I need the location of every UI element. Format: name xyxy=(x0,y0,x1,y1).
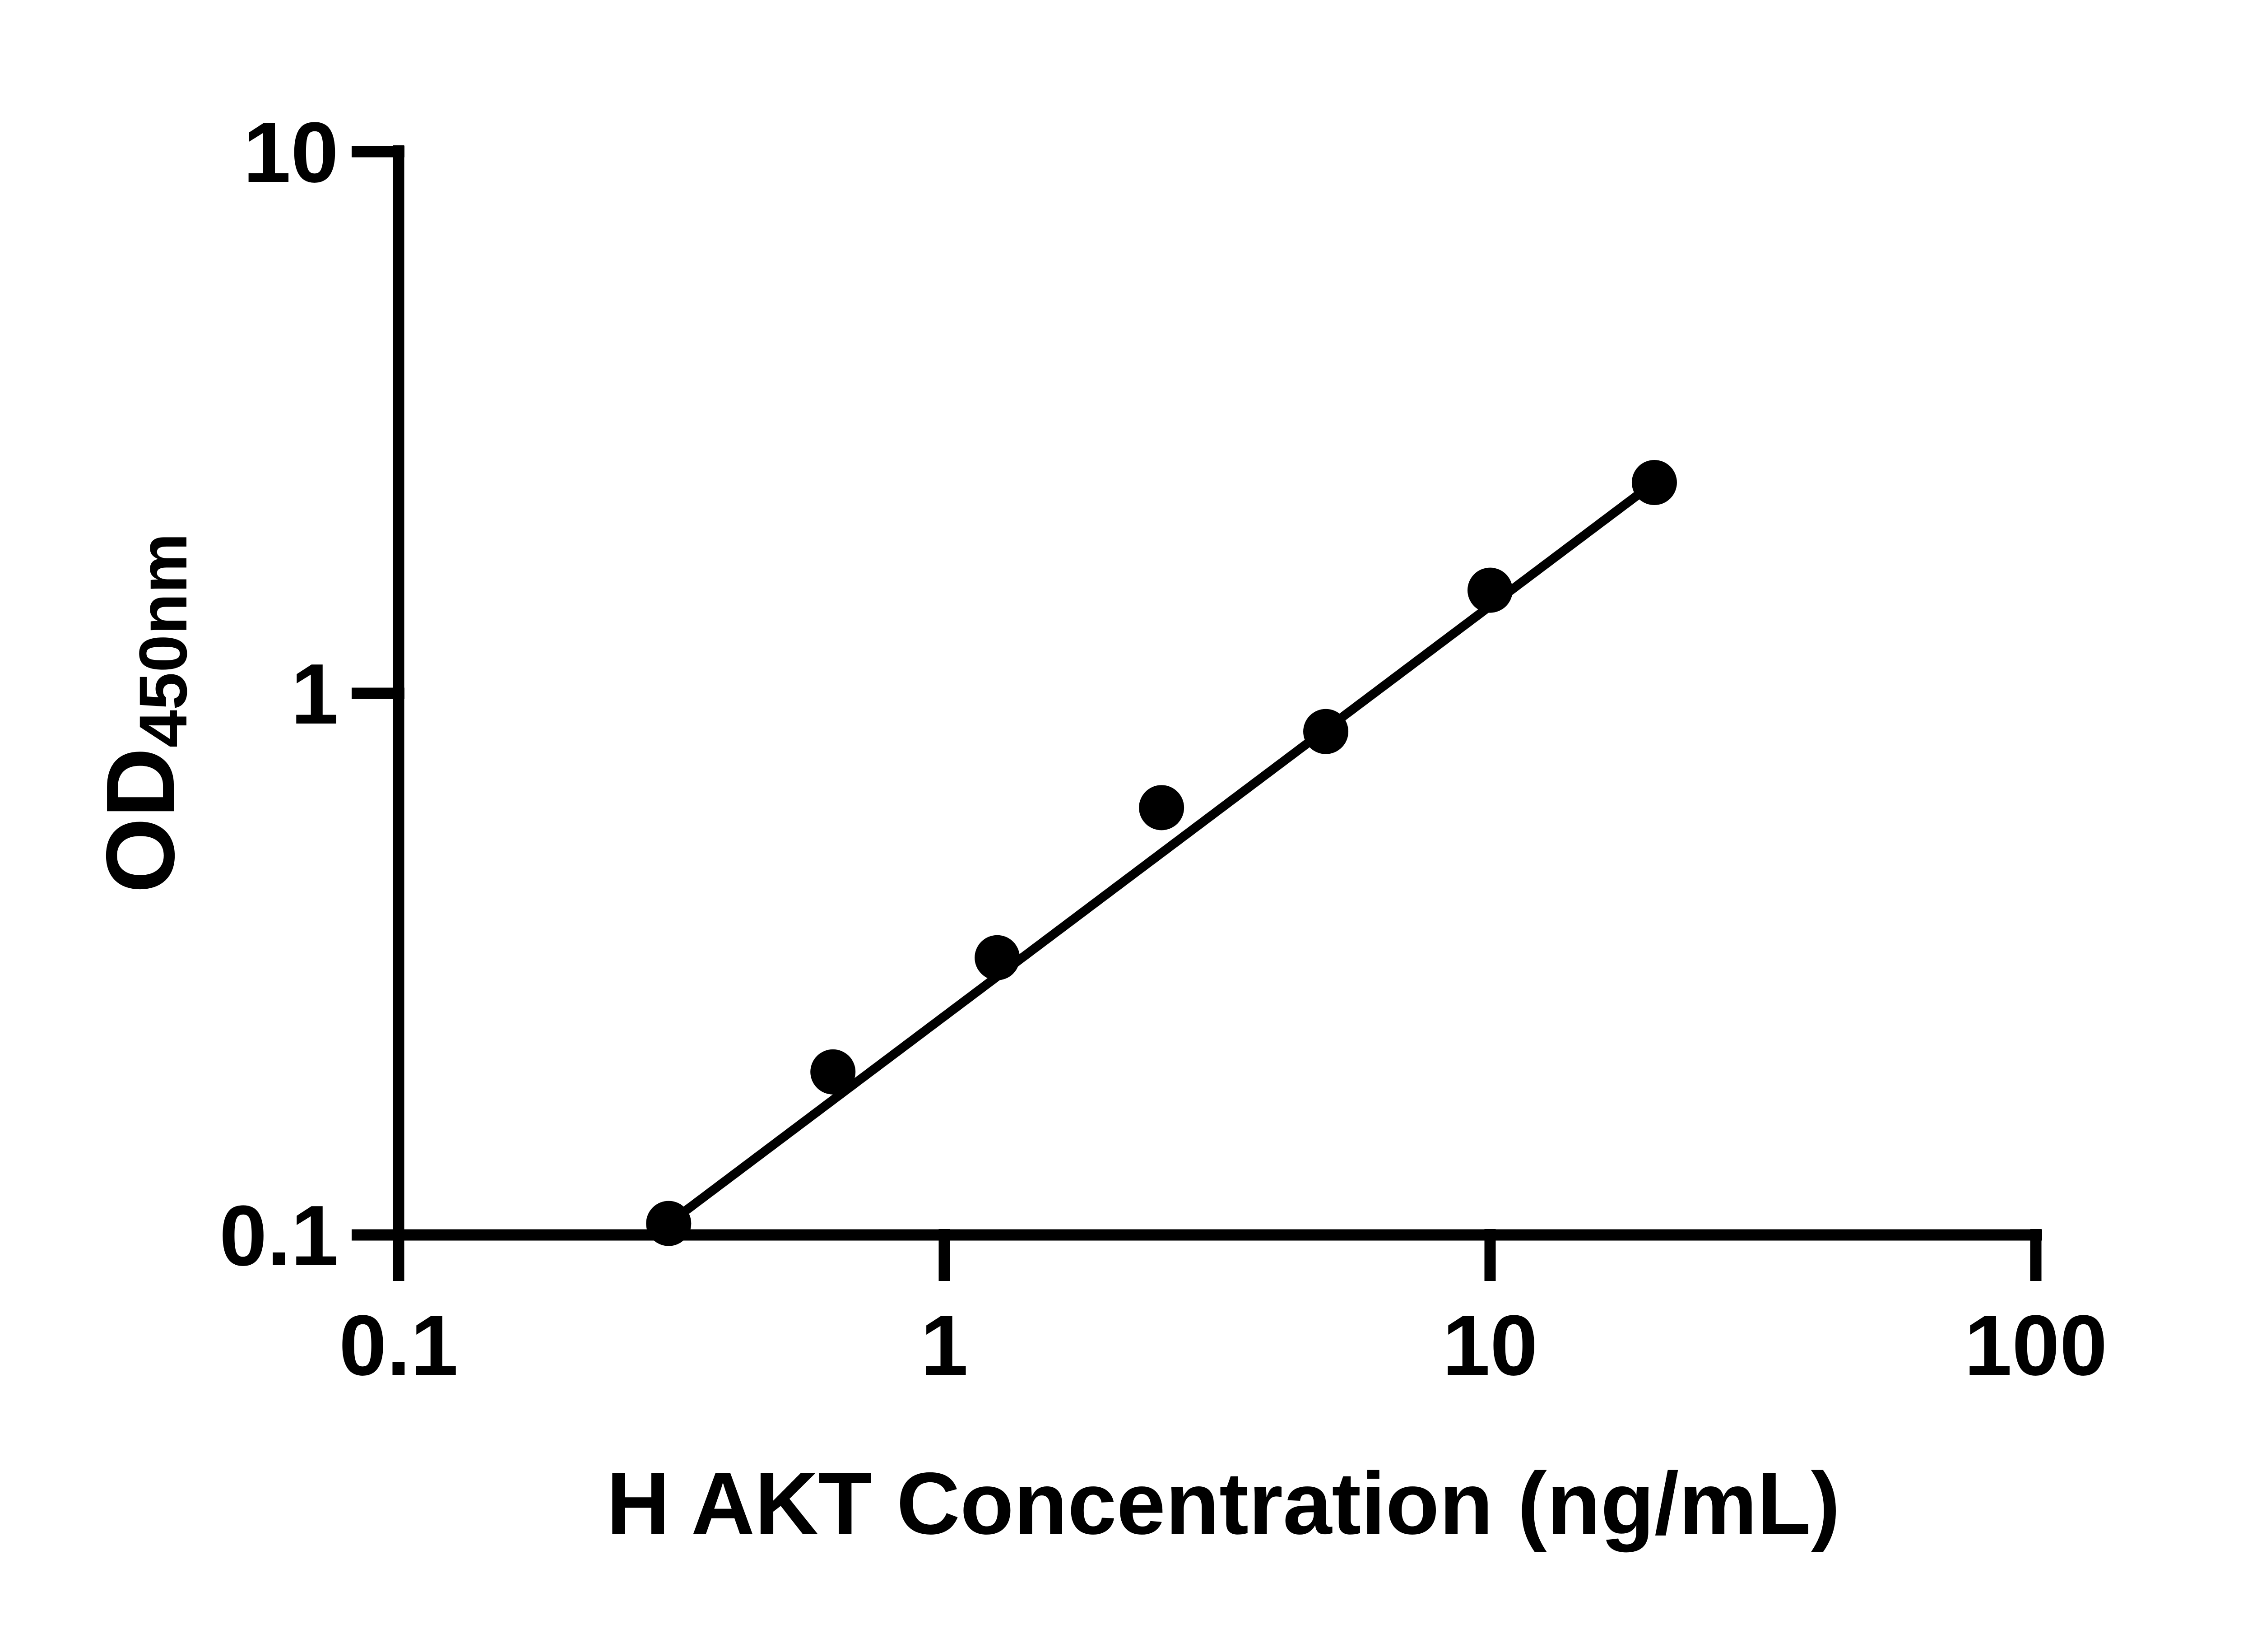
x-axis-ticks xyxy=(393,1229,2042,1281)
y-axis-title: OD450nm xyxy=(86,533,201,893)
x-tick-label-0.1: 0.1 xyxy=(339,1298,458,1393)
x-axis-tick-labels: 0.1 1 10 100 xyxy=(339,1298,2108,1393)
data-point xyxy=(1468,567,1513,613)
y-axis-title-main: OD xyxy=(86,747,195,893)
x-tick-label-10: 10 xyxy=(1442,1298,1537,1393)
x-tick-label-1: 1 xyxy=(920,1298,968,1393)
data-point xyxy=(1139,785,1184,831)
y-tick-label-10: 10 xyxy=(243,105,339,200)
x-axis-title: H AKT Concentration (ng/mL) xyxy=(606,1454,1840,1553)
data-points xyxy=(646,460,1677,1246)
data-point xyxy=(810,1049,856,1095)
data-point xyxy=(1303,709,1349,754)
y-axis-title-subscript: 450nm xyxy=(125,533,201,747)
x-tick-label-100: 100 xyxy=(1964,1298,2107,1393)
y-axis-tick-labels: 0.1 1 10 xyxy=(219,105,339,1284)
data-point xyxy=(975,935,1020,980)
data-point xyxy=(1631,460,1677,506)
y-tick-label-1: 1 xyxy=(291,646,339,742)
data-point xyxy=(646,1201,692,1246)
y-tick-label-0.1: 0.1 xyxy=(219,1188,339,1284)
